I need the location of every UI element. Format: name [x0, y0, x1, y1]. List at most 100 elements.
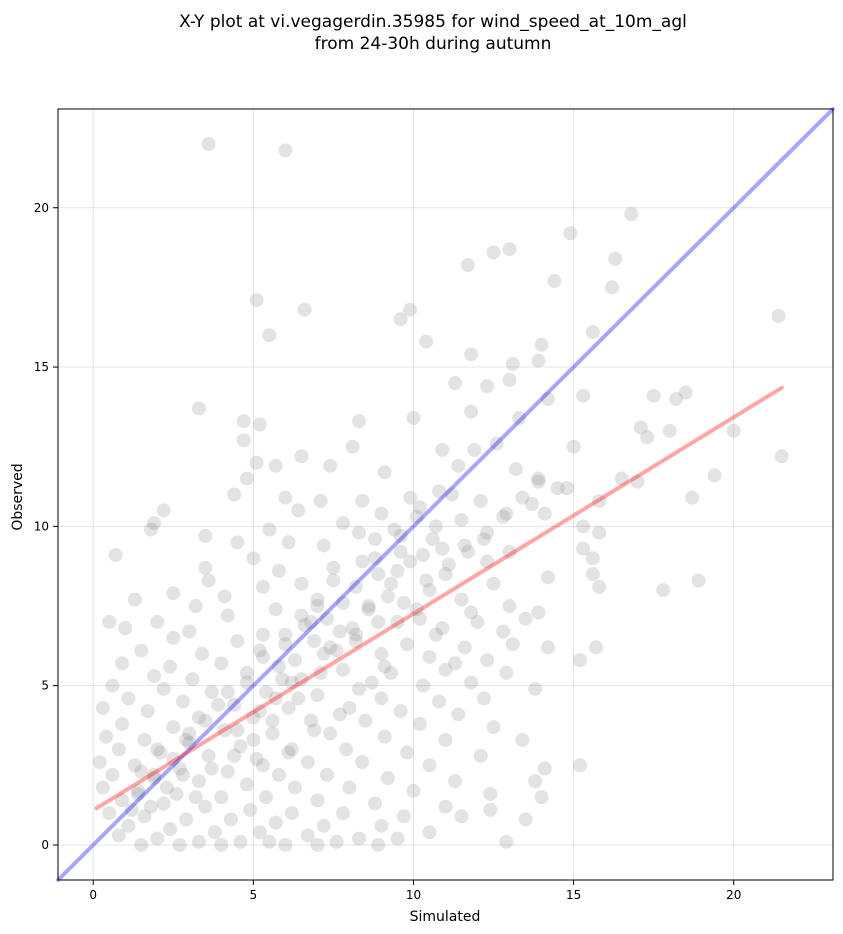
scatter-point	[486, 245, 501, 260]
scatter-point	[326, 573, 341, 588]
scatter-point	[201, 137, 216, 152]
scatter-point	[323, 640, 338, 655]
reference-lines	[56, 107, 835, 882]
scatter-point	[134, 837, 149, 852]
scatter-point	[476, 532, 491, 547]
scatter-point	[470, 614, 485, 629]
scatter-point	[576, 519, 591, 534]
scatter-point	[374, 506, 389, 521]
scatter-point	[268, 691, 283, 706]
scatter-point	[448, 656, 463, 671]
scatter-point	[444, 487, 459, 502]
scatter-point	[303, 614, 318, 629]
scatter-point	[268, 815, 283, 830]
grid-lines	[58, 109, 833, 880]
scatter-point	[496, 624, 511, 639]
scatter-point	[342, 780, 357, 795]
scatter-point	[400, 637, 415, 652]
scatter-point	[147, 516, 162, 531]
scatter-point	[310, 599, 325, 614]
scatter-point	[278, 837, 293, 852]
scatter-point	[249, 293, 264, 308]
scatter-point	[284, 742, 299, 757]
scatter-point	[483, 786, 498, 801]
scatter-point	[508, 462, 523, 477]
x-axis-label: Simulated	[410, 909, 481, 925]
scatter-point	[316, 818, 331, 833]
scatter-points	[92, 137, 789, 852]
scatter-point	[345, 621, 360, 636]
scatter-point	[143, 799, 158, 814]
scatter-point	[271, 767, 286, 782]
scatter-point	[102, 806, 117, 821]
scatter-point	[294, 576, 309, 591]
scatter-point	[291, 691, 306, 706]
scatter-point	[403, 302, 418, 317]
scatter-point	[124, 802, 139, 817]
scatter-point	[134, 643, 149, 658]
scatter-point	[460, 544, 475, 559]
scatter-point	[524, 497, 539, 512]
scatter-point	[576, 541, 591, 556]
scatter-point	[416, 548, 431, 563]
scatter-point	[534, 337, 549, 352]
scatter-point	[287, 653, 302, 668]
scatter-point	[774, 449, 789, 464]
scatter-point	[419, 573, 434, 588]
scatter-point	[563, 226, 578, 241]
scatter-point	[390, 563, 405, 578]
scatter-point	[336, 806, 351, 821]
scatter-point	[332, 624, 347, 639]
scatter-point	[473, 748, 488, 763]
scatter-point	[422, 649, 437, 664]
scatter-point	[143, 522, 158, 537]
scatter-point	[111, 828, 126, 843]
scatter-point	[313, 493, 328, 508]
scatter-point	[377, 729, 392, 744]
scatter-point	[483, 802, 498, 817]
scatter-point	[220, 764, 235, 779]
scatter-point	[284, 675, 299, 690]
scatter-point	[614, 471, 629, 486]
scatter-point	[268, 458, 283, 473]
scatter-point	[566, 439, 581, 454]
scatter-point	[355, 755, 370, 770]
scatter-point	[585, 567, 600, 582]
scatter-point	[252, 417, 267, 432]
scatter-point	[464, 675, 479, 690]
scatter-point	[537, 761, 552, 776]
scatter-point	[255, 579, 270, 594]
scatter-point	[646, 388, 661, 403]
scatter-point	[662, 423, 677, 438]
axis-ticks: 0 5 10 15 20 0 5 10 15 20	[34, 201, 742, 902]
scatter-point	[172, 761, 187, 776]
scatter-point	[102, 614, 117, 629]
scatter-point	[310, 837, 325, 852]
scatter-point	[422, 758, 437, 773]
scatter-point	[191, 834, 206, 849]
scatter-point	[515, 732, 530, 747]
scatter-point	[115, 793, 130, 808]
scatter-point	[131, 783, 146, 798]
x-tick-label: 0	[89, 888, 97, 902]
scatter-point	[374, 646, 389, 661]
scatter-point	[496, 509, 511, 524]
scatter-point	[403, 554, 418, 569]
scatter-point	[249, 751, 264, 766]
scatter-point	[419, 334, 434, 349]
scatter-point	[454, 592, 469, 607]
scatter-point	[201, 573, 216, 588]
scatter-point	[499, 665, 514, 680]
scatter-point	[243, 802, 258, 817]
scatter-point	[166, 751, 181, 766]
scatter-point	[297, 302, 312, 317]
scatter-point	[396, 809, 411, 824]
scatter-point	[198, 528, 213, 543]
scatter-point	[163, 659, 178, 674]
scatter-point	[380, 771, 395, 786]
scatter-point	[323, 726, 338, 741]
scatter-point	[364, 675, 379, 690]
x-tick-label: 5	[250, 888, 258, 902]
scatter-point	[307, 723, 322, 738]
